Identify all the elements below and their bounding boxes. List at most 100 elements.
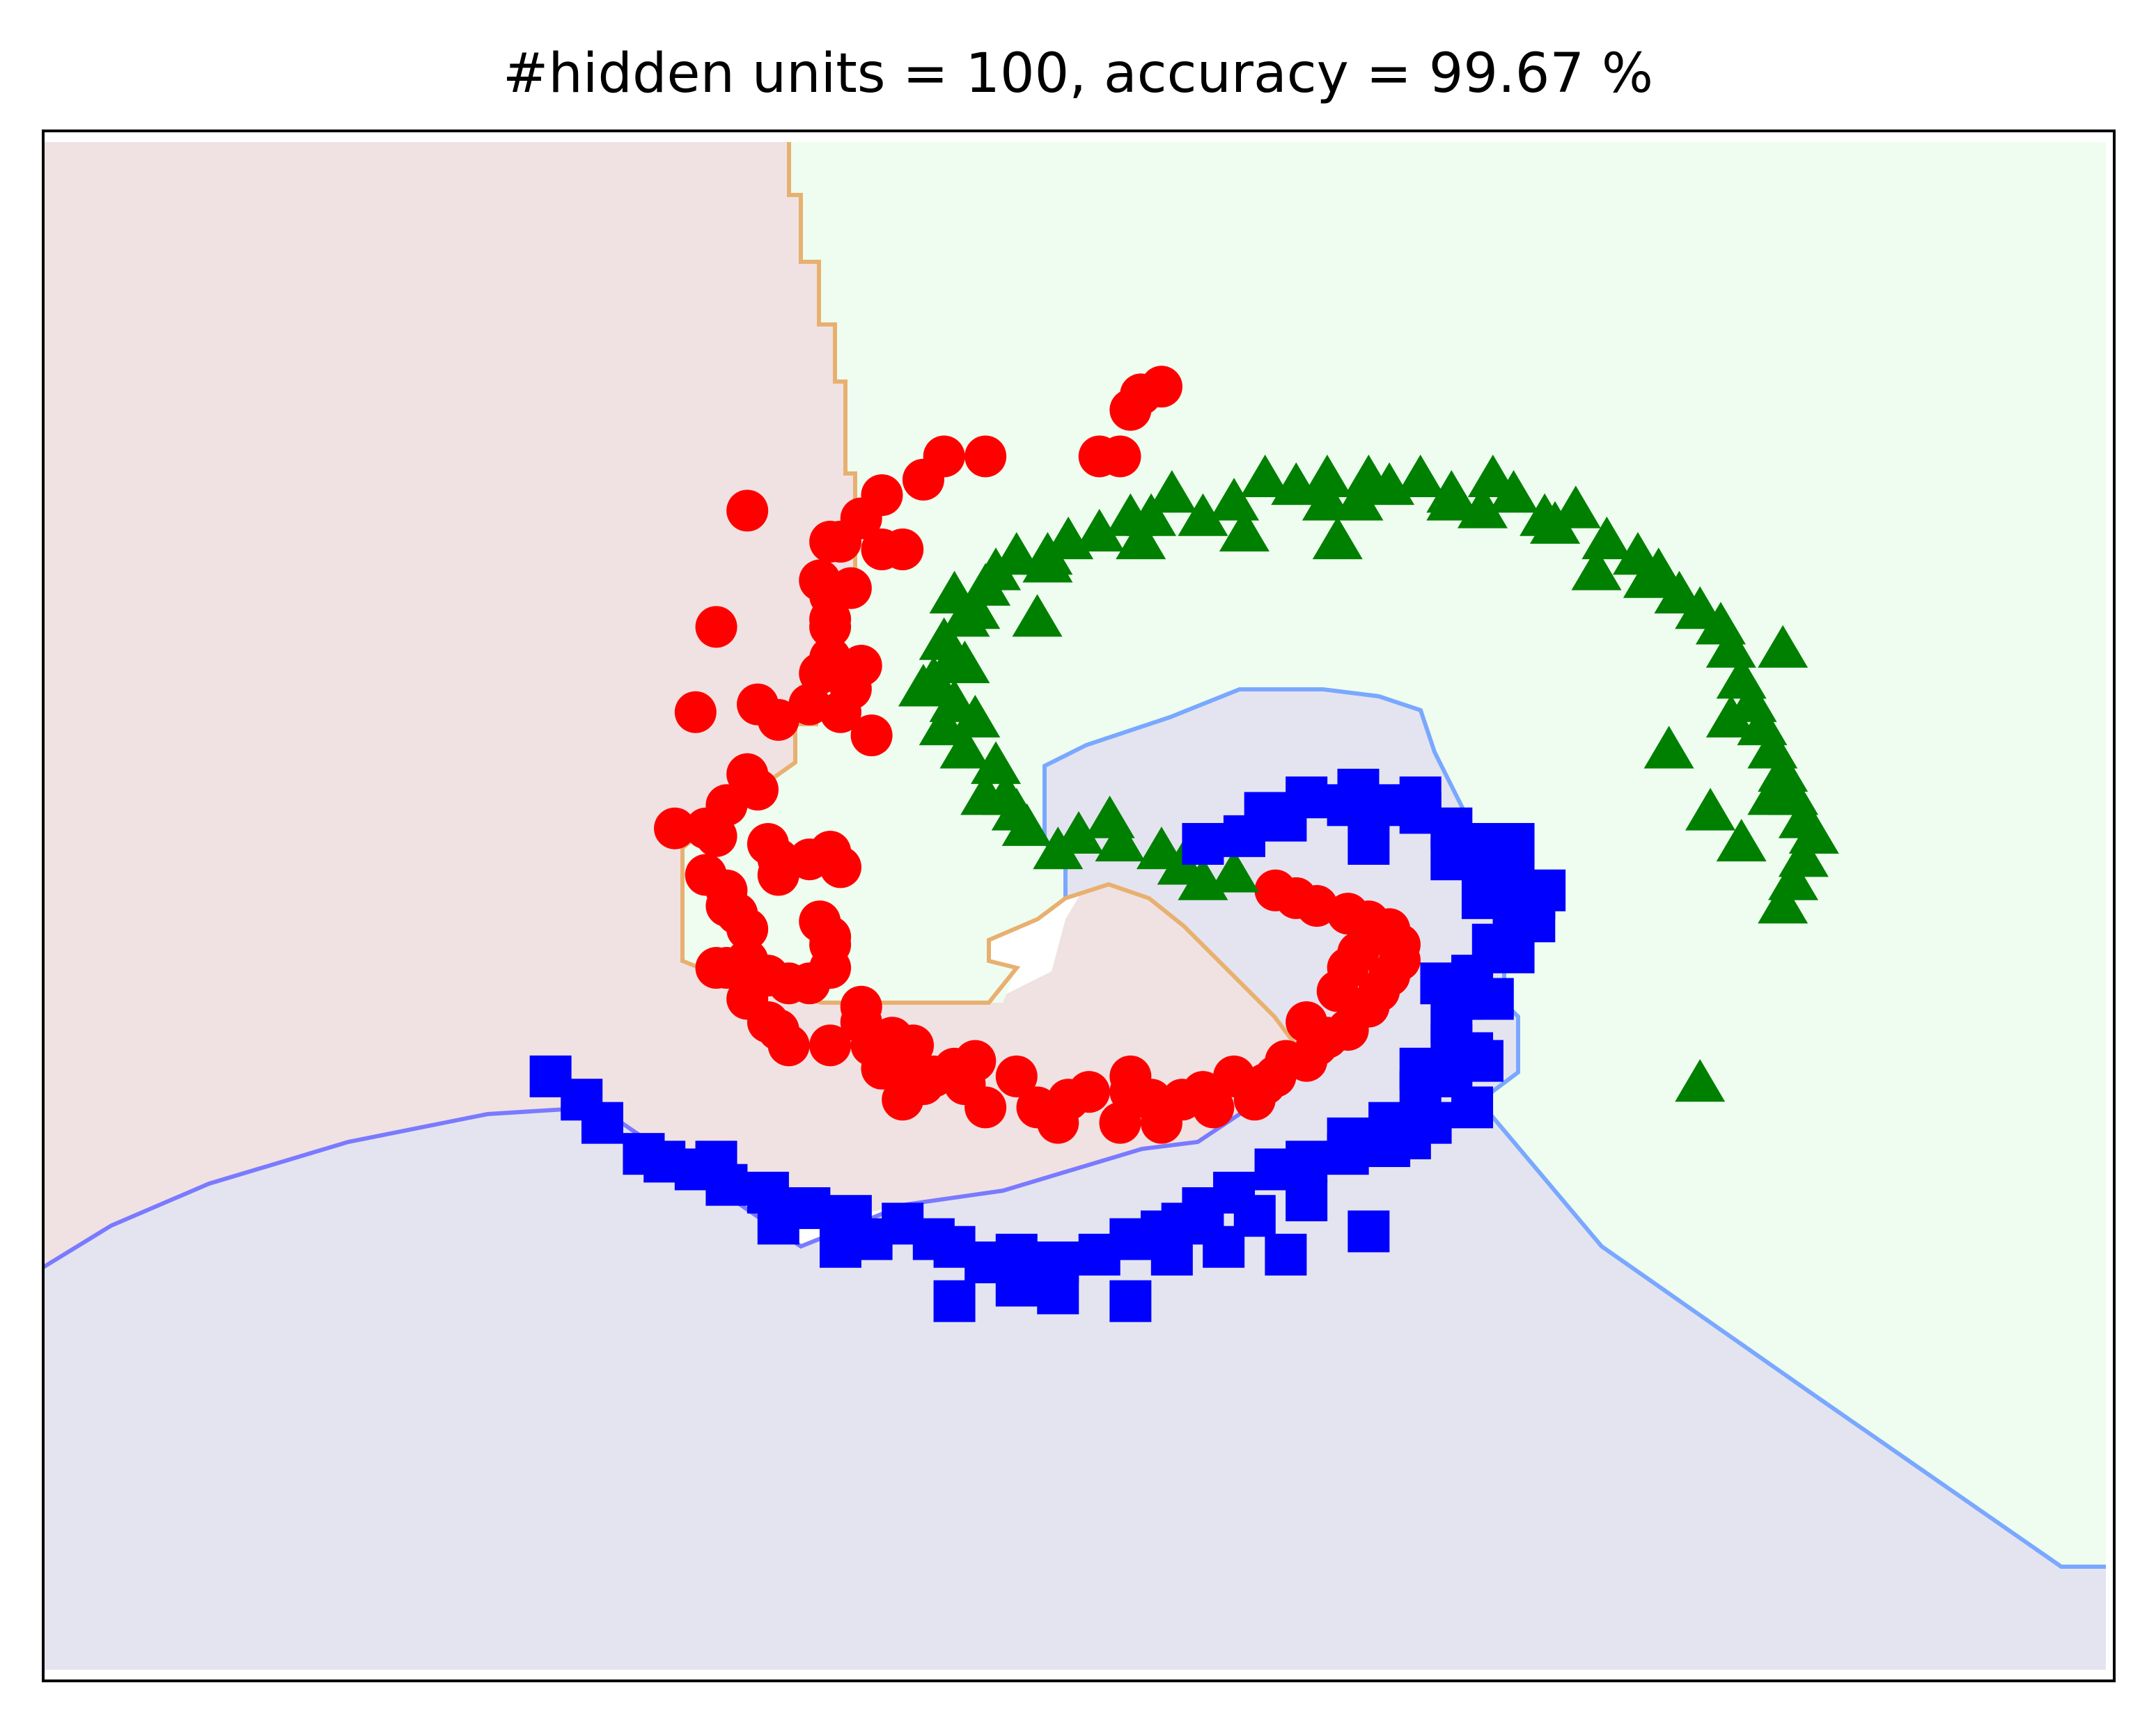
square-point [1420, 962, 1462, 1005]
triangle-point [1426, 470, 1477, 513]
plot-frame [42, 130, 2116, 1682]
series-2-square-markers [529, 769, 1566, 1322]
square-point [695, 1141, 737, 1183]
circle-point [809, 1024, 852, 1067]
square-point [757, 1203, 799, 1245]
triangle-point [1209, 849, 1260, 893]
triangle-point [1343, 454, 1394, 498]
square-point [1430, 1024, 1473, 1067]
triangle-point [1219, 508, 1270, 551]
square-point [1233, 1195, 1276, 1237]
circle-point [964, 1086, 1007, 1129]
region-green-class [682, 142, 2106, 1567]
circle-point [1316, 970, 1359, 1012]
triangle-point [950, 694, 1001, 738]
circle-point [1109, 389, 1152, 431]
circle-point [995, 1055, 1038, 1097]
triangle-point [1240, 454, 1290, 498]
square-point [1109, 1280, 1152, 1322]
circle-point [695, 815, 737, 857]
circle-point [1078, 435, 1120, 478]
triangle-point [1033, 827, 1084, 870]
triangle-point [1675, 1058, 1726, 1102]
triangle-point [1758, 625, 1809, 668]
triangle-point [1116, 516, 1166, 560]
triangle-point [981, 772, 1031, 815]
square-point [1182, 822, 1224, 865]
triangle-point [929, 632, 980, 676]
triangle-point [1685, 788, 1736, 831]
circle-point [654, 807, 696, 849]
triangle-point [1457, 485, 1508, 528]
triangle-point [950, 586, 1001, 629]
circle-point [809, 947, 852, 989]
triangle-point [1623, 555, 1673, 598]
triangle-point [1747, 772, 1798, 815]
square-point [1461, 877, 1503, 919]
square-point [1078, 1233, 1120, 1276]
circle-point [674, 691, 717, 733]
circle-point [850, 714, 893, 757]
square-point [1492, 822, 1535, 865]
triangle-point [1643, 726, 1694, 769]
triangle-point [1705, 625, 1756, 668]
square-point [1265, 799, 1307, 842]
circle-point [861, 1047, 903, 1090]
circle-point [1109, 1055, 1152, 1097]
circle-point [695, 606, 737, 648]
triangle-point [1095, 818, 1146, 862]
circle-point [819, 691, 861, 733]
square-point [1451, 1086, 1494, 1129]
circle-point [882, 1079, 924, 1121]
circle-point [964, 435, 1007, 478]
square-point [933, 1280, 976, 1322]
square-point [623, 1133, 665, 1175]
circle-point [809, 831, 852, 873]
square-point [1037, 1272, 1079, 1315]
circle-point [819, 520, 861, 563]
triangle-point [1395, 454, 1446, 498]
circle-point [809, 606, 852, 648]
chart-title: #hidden units = 100, accuracy = 99.67 % [503, 42, 1653, 105]
circle-point [726, 939, 769, 981]
triangle-point [898, 664, 948, 707]
square-point [1265, 1233, 1307, 1276]
triangle-point [1302, 478, 1352, 521]
circle-point [737, 769, 779, 811]
square-point [1150, 1233, 1193, 1276]
square-point [1368, 1102, 1411, 1144]
triangle-point [1022, 540, 1073, 583]
triangle-point [1084, 795, 1135, 838]
circle-point [1286, 1001, 1328, 1043]
square-point [1430, 838, 1473, 881]
circle-point [1254, 869, 1297, 911]
circle-point [757, 698, 799, 741]
triangle-point [939, 726, 990, 769]
triangle-point [971, 741, 1022, 784]
circle-point [861, 474, 903, 517]
square-point [995, 1264, 1038, 1307]
square-point [1399, 776, 1442, 819]
series-0-circle-markers [654, 366, 1421, 1144]
circle-point [726, 908, 769, 950]
square-point [529, 1055, 572, 1097]
region-red-class [43, 142, 1295, 1267]
series-1-triangle-markers [898, 454, 1839, 1102]
square-point [1348, 822, 1390, 865]
scatter-markers [529, 366, 1839, 1322]
circle-point [767, 1024, 810, 1067]
triangle-point [1012, 594, 1063, 637]
triangle-point [1716, 818, 1767, 862]
triangle-point [1209, 478, 1260, 521]
triangle-point [1146, 470, 1197, 513]
square-point [1286, 1179, 1328, 1221]
circle-point [757, 854, 799, 896]
circle-point [861, 528, 903, 571]
plot-area [42, 130, 2116, 1682]
region-blue-class [43, 689, 2106, 1670]
triangle-point [1530, 501, 1581, 544]
square-point [819, 1225, 861, 1268]
circle-point [1068, 1071, 1110, 1113]
triangle-point [1136, 827, 1187, 870]
